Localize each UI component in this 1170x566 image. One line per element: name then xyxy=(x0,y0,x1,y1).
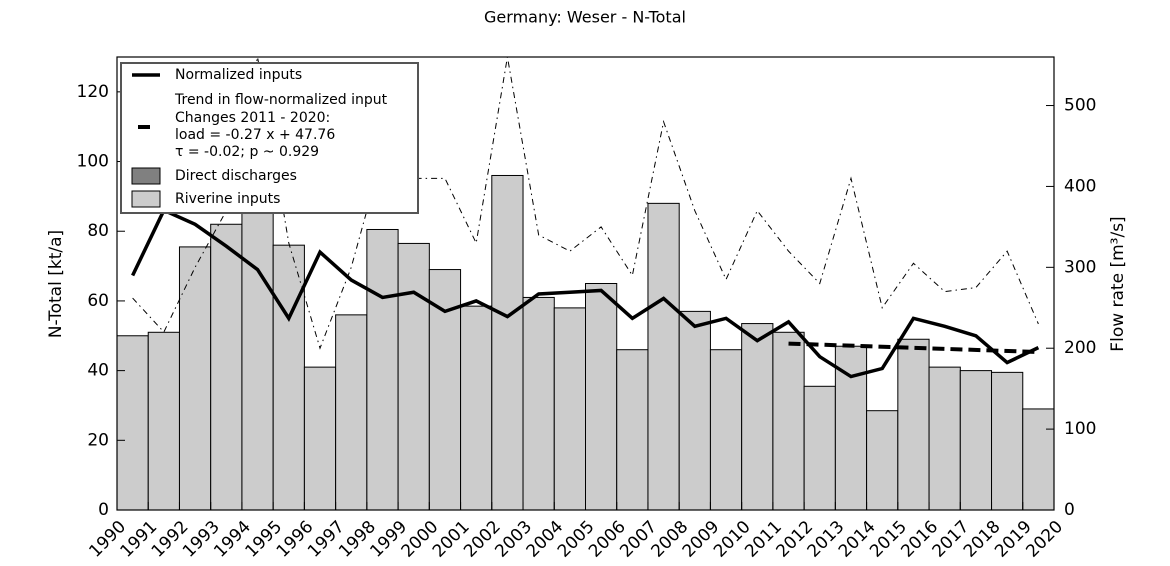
bar xyxy=(1022,408,1055,511)
legend-label: Direct discharges xyxy=(175,168,297,184)
bar xyxy=(272,244,305,511)
y2-axis-label: Flow rate [m³/s] xyxy=(1108,216,1128,351)
bar xyxy=(553,307,586,511)
legend-note: τ = -0.02; p ~ 0.929 xyxy=(175,144,319,160)
legend-note: load = -0.27 x + 47.76 xyxy=(175,127,335,143)
legend-label: Trend in flow-normalized input xyxy=(174,92,388,108)
bar xyxy=(991,371,1024,511)
y2-tick-label: 500 xyxy=(1064,96,1096,116)
bar xyxy=(460,305,493,511)
bar xyxy=(741,323,774,511)
y-tick-label: 0 xyxy=(98,500,109,520)
legend-label: Riverine inputs xyxy=(175,191,280,207)
bar xyxy=(491,174,524,511)
bar xyxy=(772,331,805,511)
y-axis-label: N-Total [kt/a] xyxy=(46,230,66,338)
legend-box xyxy=(120,62,419,214)
legend-label: Normalized inputs xyxy=(175,67,302,83)
x-tick-label: 2020 xyxy=(1022,517,1067,562)
y2-tick-label: 400 xyxy=(1064,176,1096,196)
bar xyxy=(116,335,149,511)
y2-tick-label: 0 xyxy=(1064,500,1075,520)
y-tick-label: 60 xyxy=(87,291,109,311)
bar xyxy=(178,246,212,511)
bar xyxy=(647,202,680,511)
bar xyxy=(210,223,243,511)
bar xyxy=(678,310,711,511)
legend: Normalized inputs Trend in flow-normalize… xyxy=(120,62,419,214)
legend-note: Changes 2011 - 2020: xyxy=(175,110,330,126)
bar xyxy=(585,283,618,511)
y-tick-label: 120 xyxy=(77,82,109,102)
line xyxy=(131,208,1040,379)
bar xyxy=(866,410,899,511)
y-tick-label: 40 xyxy=(87,361,109,381)
bar xyxy=(928,366,961,511)
bar xyxy=(303,366,337,511)
bar xyxy=(803,385,836,511)
legend-symbol xyxy=(131,190,161,208)
bar xyxy=(366,228,399,511)
bar xyxy=(616,349,649,511)
bar xyxy=(147,331,180,511)
bar xyxy=(897,338,930,511)
bar xyxy=(397,242,430,511)
bar xyxy=(335,314,368,511)
y2-tick-label: 100 xyxy=(1064,419,1096,439)
bar xyxy=(959,370,993,511)
line xyxy=(788,341,1039,355)
y-tick-label: 100 xyxy=(77,152,109,172)
bar xyxy=(522,296,555,511)
chart-title: Germany: Weser - N-Total xyxy=(484,8,686,27)
y2-tick-label: 300 xyxy=(1064,257,1096,277)
y2-tick-label: 200 xyxy=(1064,338,1096,358)
y-tick-label: 80 xyxy=(87,221,109,241)
bar xyxy=(709,349,743,511)
legend-symbol xyxy=(131,167,161,185)
y-tick-label: 20 xyxy=(87,430,109,450)
